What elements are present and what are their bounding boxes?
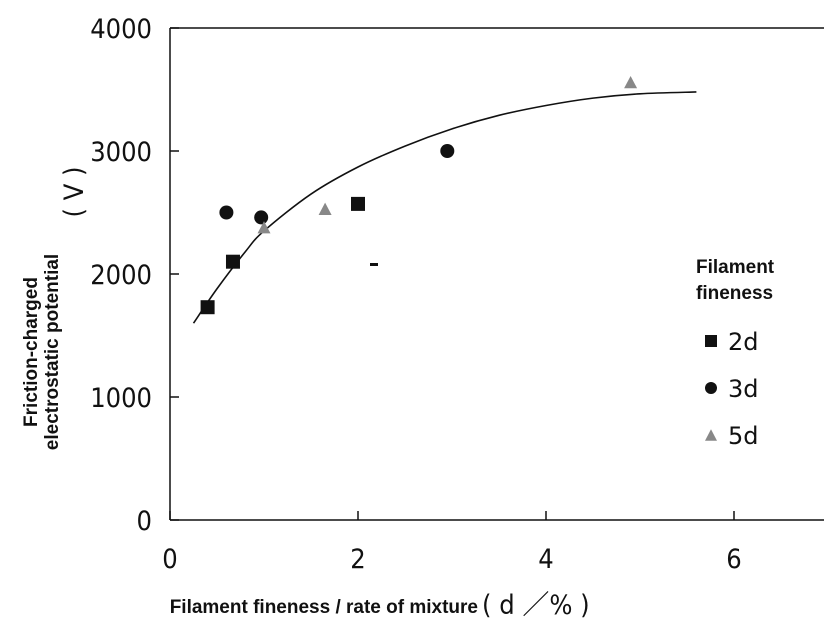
data-point-2d [351, 196, 365, 211]
trend-curve-layer [192, 91, 697, 324]
y-tick-label: 2000 [90, 260, 152, 291]
legend-title-line1: Filament [696, 257, 775, 278]
y-axis-ticks: 0 1000 2000 3000 4000 [90, 14, 179, 537]
y-axis-label-line1: Friction-charged [21, 277, 42, 427]
x-tick-label: 2 [350, 544, 365, 575]
y-axis-label-line2: electrostatic potential [42, 254, 63, 450]
legend-marker-2d [705, 335, 717, 347]
x-tick-label: 6 [726, 544, 741, 575]
x-axis-unit: ( d ／% ) [482, 590, 590, 621]
x-tick-label: 4 [538, 544, 553, 575]
y-tick-label: 4000 [90, 14, 152, 45]
data-point-5d [624, 75, 638, 89]
legend-title-line2: fineness [696, 283, 773, 304]
y-tick-label: 0 [137, 506, 152, 537]
legend-label-2d: 2d [728, 328, 759, 356]
legend: Filament fineness 2d 3d 5d [696, 257, 775, 450]
data-points-layer [200, 75, 638, 315]
x-axis-label: Filament fineness / rate of mixture [170, 597, 478, 618]
legend-marker-5d [705, 429, 717, 441]
data-point-3d [254, 210, 269, 225]
data-point-5d [318, 202, 332, 215]
data-point-3d [219, 205, 234, 220]
x-tick-label: 0 [162, 544, 177, 575]
y-tick-label: 3000 [90, 137, 152, 168]
data-point-3d [440, 144, 455, 158]
data-point-2d [225, 254, 240, 269]
data-point-2d [200, 300, 215, 315]
data-point-5d [257, 221, 271, 234]
legend-marker-3d [705, 382, 717, 394]
stray-mark [370, 263, 378, 266]
y-axis-unit: ( V ) [59, 167, 90, 218]
trend-curve [192, 91, 697, 324]
legend-label-5d: 5d [728, 422, 759, 450]
legend-label-3d: 3d [728, 375, 759, 403]
y-tick-label: 1000 [90, 383, 152, 414]
x-axis-ticks: 0 2 4 6 [162, 511, 742, 575]
